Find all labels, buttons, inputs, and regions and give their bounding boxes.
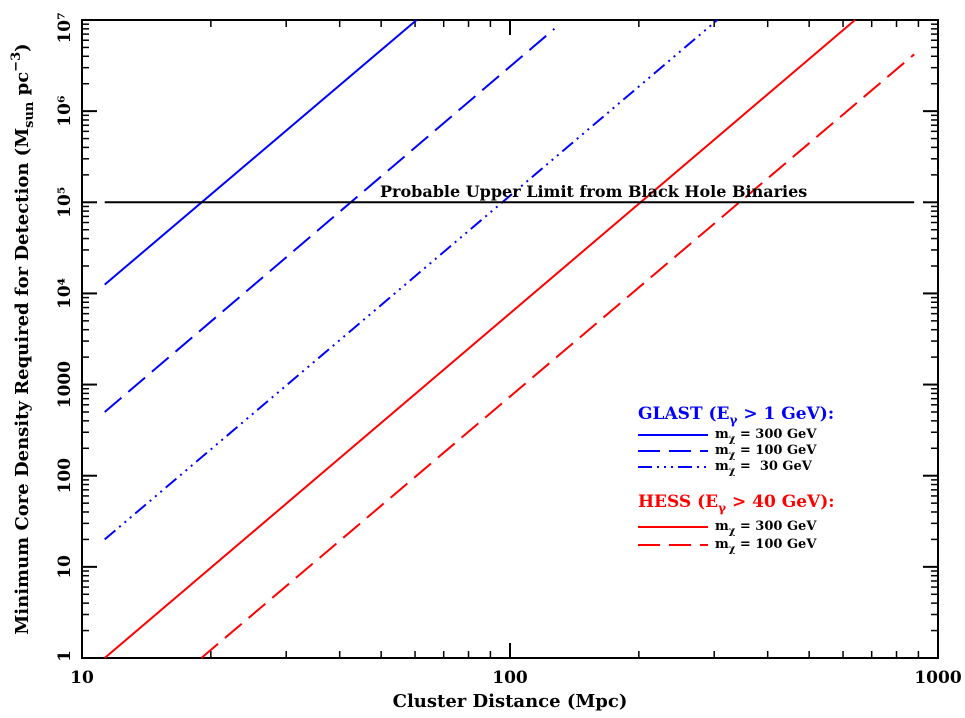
upper-limit-annotation: Probable Upper Limit from Black Hole Bin… bbox=[380, 182, 807, 201]
legend-hess-100-label: mχ = 100 GeV bbox=[715, 537, 817, 555]
series-line-glast-300gev bbox=[104, 19, 418, 286]
y-axis-label-sub: sun bbox=[22, 101, 37, 128]
x-tick-labels: 10 100 1000 bbox=[70, 668, 962, 688]
legend-glast-300-label: mχ = 300 GeV bbox=[715, 427, 817, 445]
y-tick-label: 10 bbox=[55, 555, 75, 579]
series-line-hess-300gev bbox=[104, 19, 856, 659]
legend-glast-30-label: mχ = 30 GeV bbox=[715, 459, 813, 477]
y-tick-label: 10⁶ bbox=[55, 96, 75, 127]
y-axis-label: Minimum Core Density Required for Detect… bbox=[9, 43, 37, 634]
y-tick-label: 100 bbox=[55, 458, 75, 494]
major-ticks bbox=[81, 19, 939, 659]
y-axis-label-mid: pc bbox=[12, 72, 33, 102]
series-line-hess-100gev bbox=[200, 53, 915, 659]
y-axis-label-main: Minimum Core Density Required for Detect… bbox=[12, 128, 33, 635]
y-tick-label: 1 bbox=[55, 650, 75, 662]
y-tick-label: 1000 bbox=[55, 361, 75, 408]
plot-frame bbox=[81, 19, 939, 659]
legend-glast-100-label: mχ = 100 GeV bbox=[715, 443, 817, 461]
legend-glast-title: GLAST (Eγ > 1 GeV): bbox=[638, 404, 834, 427]
series-line-glast-30gev bbox=[104, 19, 718, 541]
x-tick-label: 10 bbox=[70, 668, 94, 688]
y-axis-label-end: ) bbox=[12, 43, 33, 52]
y-axis-label-sup: −3 bbox=[9, 52, 24, 72]
series-line-glast-100gev bbox=[104, 28, 556, 413]
legend-hess-300-label: mχ = 300 GeV bbox=[715, 519, 817, 537]
legend-hess-title: HESS (Eγ > 40 GeV): bbox=[638, 492, 835, 515]
y-tick-label: 10⁷ bbox=[55, 12, 75, 43]
x-axis-label: Cluster Distance (Mpc) bbox=[393, 691, 628, 712]
legend: GLAST (Eγ > 1 GeV): mχ = 300 GeV mχ = 10… bbox=[638, 404, 835, 555]
y-tick-label: 10⁴ bbox=[55, 278, 75, 309]
x-tick-label: 1000 bbox=[914, 668, 961, 688]
x-tick-label: 100 bbox=[492, 668, 528, 688]
minor-ticks bbox=[82, 20, 938, 658]
y-tick-labels: 1 10 100 1000 10⁴ 10⁵ 10⁶ 10⁷ bbox=[55, 12, 75, 661]
y-tick-label: 10⁵ bbox=[55, 187, 75, 218]
series-layer bbox=[104, 19, 915, 659]
